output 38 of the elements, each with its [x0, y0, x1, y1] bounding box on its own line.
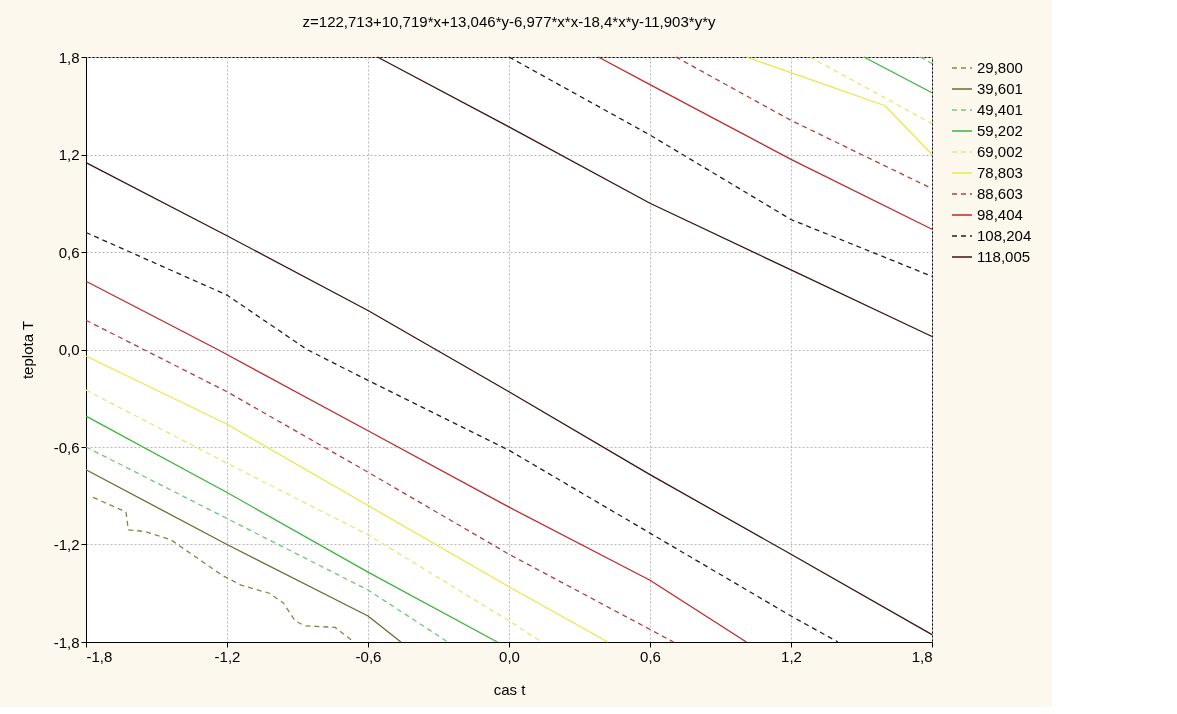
line-series — [85, 355, 609, 643]
line-series — [376, 56, 933, 338]
y-tick-label: 0,0 — [58, 341, 80, 358]
legend-label: 108,204 — [977, 227, 1032, 244]
line-series — [85, 319, 675, 643]
y-tick-label: -1,8 — [53, 633, 80, 651]
y-axis-title: teplota T — [18, 320, 36, 380]
line-series — [85, 161, 933, 636]
line-series — [85, 415, 498, 643]
legend-label: 88,603 — [977, 185, 1023, 202]
legend-label: 78,803 — [977, 164, 1023, 181]
line-series — [508, 56, 933, 278]
x-tick-label: 1,2 — [781, 647, 802, 665]
x-tick-label: -0,6 — [355, 647, 382, 665]
legend-label: 59,202 — [977, 122, 1023, 139]
x-tick-label: -1,2 — [214, 647, 241, 665]
legend-label: 69,002 — [977, 143, 1023, 160]
y-tick-label: 0,6 — [58, 243, 80, 261]
legend-label: 29,800 — [977, 59, 1023, 76]
y-tick-label: -0,6 — [53, 438, 80, 456]
x-tick-label: -1,8 — [86, 647, 113, 665]
line-series — [597, 56, 933, 230]
legend-label: 98,404 — [977, 206, 1023, 223]
line-series — [85, 446, 449, 643]
line-series — [85, 469, 402, 643]
y-tick-label: 1,2 — [58, 146, 80, 163]
y-tick-label: 1,8 — [58, 48, 80, 66]
y-tick-label: -1,2 — [53, 536, 80, 553]
x-axis-title: cas t — [493, 680, 527, 698]
legend-label: 118,005 — [977, 248, 1031, 265]
x-tick-label: 0,0 — [499, 647, 520, 665]
legend-label: 49,401 — [977, 101, 1023, 118]
chart-title: z=122,713+10,719*x+13,046*y-6,977*x*x-18,4*x*y-11,903*y*y — [302, 13, 716, 30]
x-tick-label: 0,6 — [640, 647, 661, 665]
legend-label: 39,601 — [977, 80, 1023, 97]
line-series — [85, 280, 747, 643]
x-tick-label: 1,8 — [911, 647, 933, 665]
line-series — [85, 231, 839, 643]
